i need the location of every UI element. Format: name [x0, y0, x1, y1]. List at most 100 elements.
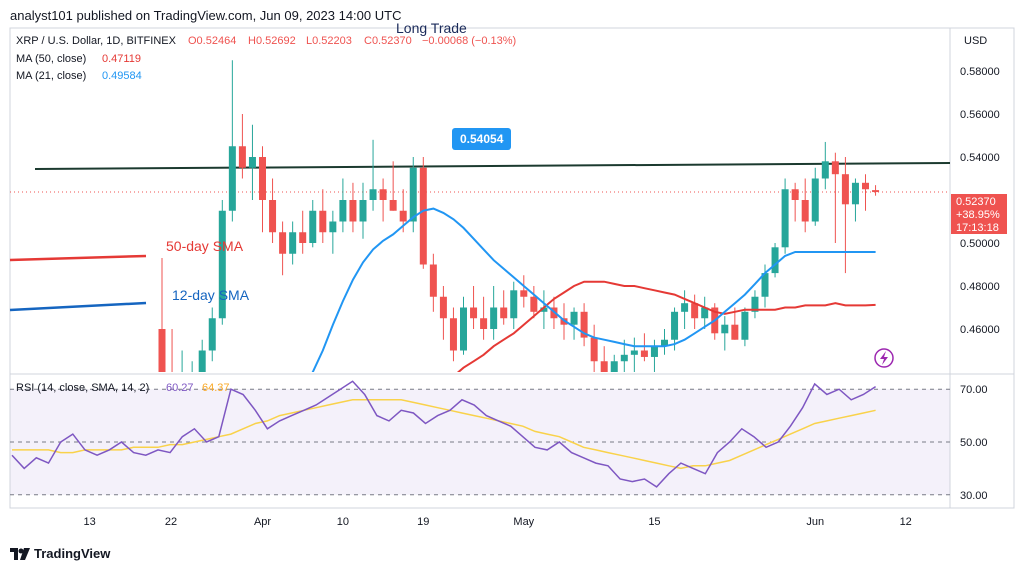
- ohlc-close: C0.52370: [364, 35, 412, 47]
- candle-body: [359, 200, 367, 222]
- price-axis: 0.58000 0.56000 0.54000 0.50000 0.48000 0.460…: [960, 66, 1000, 336]
- candle-body: [460, 307, 467, 351]
- candle-body: [490, 307, 498, 329]
- candle-body: [439, 296, 447, 319]
- candle-body: [841, 174, 849, 205]
- candle-body: [580, 311, 588, 338]
- ma21-legend-label: MA (21, close): [16, 70, 86, 82]
- time-tick-label: Jun: [806, 516, 824, 528]
- candle-body: [620, 354, 628, 362]
- candle-body: [570, 311, 578, 325]
- price-tick-label: 0.46000: [960, 324, 1000, 336]
- candle-body: [520, 290, 528, 297]
- candle-body: [771, 247, 779, 274]
- price-tick-label: 0.58000: [960, 66, 1000, 78]
- candle-body: [821, 161, 829, 179]
- candle-body: [208, 318, 216, 351]
- ma21-legend-value: 0.49584: [102, 70, 142, 82]
- rsi-line: [11, 380, 877, 488]
- candle-body: [198, 350, 206, 372]
- candle-body: [600, 361, 608, 372]
- ohlc-high: H0.52692: [248, 35, 296, 47]
- ohlc-change: −0.00068 (−0.13%): [422, 35, 516, 47]
- candle-body: [419, 167, 427, 265]
- candle-body: [399, 210, 407, 222]
- ma50-legend-value: 0.47119: [102, 53, 141, 65]
- price-tick-label: 0.56000: [960, 109, 1000, 121]
- time-tick-label: 19: [417, 516, 429, 528]
- last-price-badge: [951, 194, 1007, 234]
- candle-body: [701, 307, 709, 319]
- candle-body: [299, 232, 307, 243]
- candle-body: [872, 190, 880, 193]
- sma50-annotation: 50-day SMA: [166, 238, 244, 254]
- candle-body: [429, 264, 437, 297]
- candle-body: [389, 200, 397, 211]
- candle-countdown: 17:13:18: [956, 222, 999, 234]
- candle-body: [218, 210, 226, 319]
- rsi-legend-value: 60.27: [166, 382, 194, 394]
- candle-body: [781, 189, 789, 248]
- indicator-icon[interactable]: [874, 348, 894, 368]
- symbol-pair: XRP / U.S. Dollar, 1D, BITFINEX: [16, 35, 177, 47]
- currency-label: USD: [964, 35, 987, 47]
- candle-body: [369, 189, 377, 200]
- candle-body: [741, 311, 749, 340]
- candle-body: [811, 178, 819, 222]
- resistance-price-badge: 0.54054: [452, 128, 512, 150]
- ohlc-low: L0.52203: [306, 35, 352, 47]
- bolt-icon: [880, 351, 888, 365]
- candle-body: [470, 307, 478, 319]
- candle-body: [731, 324, 739, 340]
- ma50-legend-label: MA (50, close): [16, 53, 86, 65]
- publisher-line: analyst101 published on TradingView.com,…: [10, 8, 402, 23]
- rsi-sma-legend-value: 64.37: [202, 382, 230, 394]
- last-price-value: 0.52370: [956, 196, 996, 208]
- time-tick-label: 15: [648, 516, 660, 528]
- candle-body: [510, 290, 518, 319]
- candle-body: [228, 146, 236, 211]
- candle-body: [751, 296, 759, 312]
- time-axis: 13 22 Apr 10 19 May 15 Jun 12: [84, 516, 912, 528]
- tradingview-logo[interactable]: TradingView: [10, 546, 110, 561]
- ma21-line: [311, 207, 876, 372]
- candle-body: [409, 167, 417, 222]
- candle-body: [248, 157, 256, 168]
- candle-body: [329, 221, 337, 233]
- candle-body: [319, 210, 327, 233]
- candle-body: [480, 318, 488, 329]
- tradingview-logo-icon: [10, 547, 30, 560]
- rsi-axis: 70.00 50.00 30.00: [960, 384, 988, 502]
- time-tick-label: 12: [900, 516, 912, 528]
- candle-body: [761, 273, 769, 297]
- price-tick-label: 0.48000: [960, 281, 1000, 293]
- candles-group: [158, 60, 880, 372]
- candle-body: [721, 324, 729, 334]
- candle-body: [831, 161, 839, 175]
- ma50-line: [456, 280, 876, 372]
- candle-body: [590, 337, 598, 362]
- candle-body: [339, 200, 347, 222]
- rsi-tick-label: 50.00: [960, 437, 988, 449]
- time-tick-label: 13: [84, 516, 96, 528]
- candle-body: [158, 329, 166, 372]
- candle-body: [349, 200, 357, 222]
- candle-body: [289, 232, 297, 254]
- candle-body: [691, 303, 699, 319]
- candle-body: [650, 346, 658, 357]
- resistance-line[interactable]: [34, 162, 951, 170]
- sma50-annotation-line: [9, 254, 147, 262]
- candle-body: [449, 318, 457, 351]
- time-tick-label: 10: [337, 516, 349, 528]
- candle-body: [681, 303, 689, 312]
- last-change-pct: +38.95%: [956, 209, 1000, 221]
- main-pane-bg: [10, 28, 950, 372]
- candle-body: [671, 311, 679, 340]
- candle-body: [259, 157, 266, 200]
- candle-body: [801, 200, 809, 222]
- candle-body: [269, 200, 277, 233]
- candle-body: [851, 182, 859, 205]
- candle-body: [862, 182, 869, 190]
- ohlc-open: O0.52464: [188, 35, 236, 47]
